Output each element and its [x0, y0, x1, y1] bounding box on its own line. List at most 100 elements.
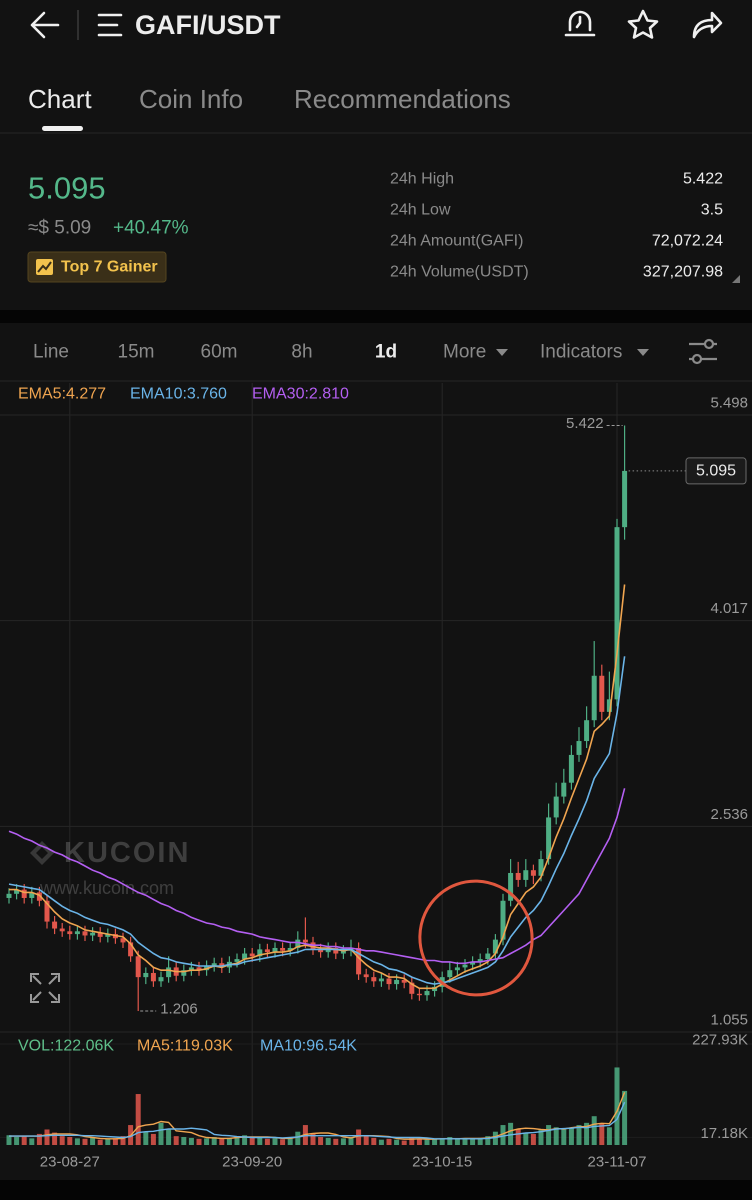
volume-bar	[568, 1128, 574, 1145]
volume-bar	[14, 1137, 20, 1145]
tab-active[interactable]: Chart	[28, 84, 92, 114]
stat-value: 3.5	[701, 202, 723, 219]
candle-body	[264, 949, 270, 953]
legend-entry: MA5:119.03K	[137, 1038, 233, 1055]
interval-bar: Line 15m 60m 8h 1d More Indicators	[33, 338, 717, 365]
section-gap	[0, 310, 752, 323]
stat-label: 24h Amount(GAFI)	[390, 233, 523, 250]
x-tick-label: 23-08-27	[40, 1154, 100, 1171]
legend-entry: EMA10:3.760	[130, 386, 227, 403]
volume-bar	[120, 1136, 126, 1145]
candle-body	[272, 947, 278, 953]
volume-bar	[181, 1137, 187, 1145]
ema-line	[8, 788, 626, 965]
candle-body	[74, 931, 80, 935]
candle-body	[97, 932, 103, 937]
candle-body	[409, 982, 415, 994]
tab[interactable]: Recommendations	[294, 84, 511, 114]
menu-button[interactable]	[97, 13, 123, 37]
candle-body	[318, 949, 324, 953]
candle-body	[553, 796, 559, 818]
more-menu[interactable]: More	[443, 342, 486, 363]
candle-body	[143, 972, 149, 978]
volume-bar	[52, 1132, 58, 1145]
stat-value: 72,072.24	[652, 233, 723, 250]
stat-label: 24h High	[390, 171, 454, 188]
fullscreen-button[interactable]	[30, 973, 60, 1003]
candle-body	[14, 889, 20, 894]
volume-bar	[272, 1138, 278, 1145]
candle-body	[530, 870, 536, 876]
volume-bar	[257, 1137, 263, 1145]
candle-body	[6, 893, 12, 898]
hand-drawn-circle	[418, 879, 534, 997]
price-change: +40.47%	[113, 218, 189, 239]
interval[interactable]: 8h	[291, 342, 312, 363]
volume-bar	[264, 1138, 270, 1145]
volume-bar	[515, 1129, 521, 1145]
candle-body	[591, 675, 597, 721]
interval[interactable]: 15m	[118, 342, 155, 363]
candle-body	[211, 963, 217, 967]
dropdown-caret	[637, 349, 649, 356]
candle-body	[188, 967, 194, 971]
indicators-menu[interactable]: Indicators	[540, 342, 622, 363]
candle-body	[401, 979, 407, 983]
candle-body	[561, 782, 567, 797]
x-tick-label: 23-10-15	[412, 1154, 472, 1171]
candle-body	[508, 872, 514, 901]
bottom-bar	[0, 1180, 752, 1200]
candle-body	[135, 956, 141, 978]
x-tick-label: 23-11-07	[588, 1154, 647, 1171]
volume-bar	[90, 1137, 96, 1145]
y-tick-label: 4.017	[710, 600, 748, 617]
candle-body	[158, 977, 164, 982]
volume-bar	[310, 1133, 316, 1145]
interval-active[interactable]: 1d	[375, 342, 397, 363]
stat-value: 327,207.98	[643, 264, 723, 281]
volume-bar	[591, 1116, 597, 1145]
ema-line	[8, 656, 626, 985]
favorite-button[interactable]	[627, 9, 659, 39]
tab-indicator	[42, 126, 83, 131]
last-price-box	[685, 457, 747, 485]
candle-body	[462, 964, 468, 968]
legend-entry: EMA5:4.277	[18, 386, 106, 403]
candle-body	[424, 991, 430, 996]
candle-body	[67, 931, 73, 935]
candle-body	[105, 934, 111, 937]
alert-button[interactable]	[564, 10, 596, 37]
candle-body	[234, 959, 240, 962]
interval[interactable]: Line	[33, 342, 69, 363]
legend-entry: VOL:122.06K	[18, 1038, 114, 1055]
volume-bar	[401, 1140, 407, 1145]
gainer-badge[interactable]: Top 7 Gainer	[27, 251, 167, 283]
volume-bar	[424, 1139, 430, 1145]
interval[interactable]: 60m	[201, 342, 238, 363]
candle-body	[21, 889, 27, 898]
volume-bar	[477, 1137, 483, 1145]
volume-bar	[394, 1139, 400, 1145]
volume-bar	[432, 1139, 438, 1145]
candle-body	[90, 932, 96, 936]
candle-body	[59, 928, 65, 932]
volume-bar	[416, 1138, 422, 1145]
volume-bar	[606, 1127, 612, 1145]
volume-bar	[561, 1129, 567, 1145]
chart-settings[interactable]	[689, 338, 717, 365]
back-button[interactable]	[30, 11, 60, 39]
tab[interactable]: Coin Info	[139, 84, 243, 114]
volume-bar	[6, 1135, 12, 1145]
y-tick-label: 1.055	[710, 1012, 748, 1029]
volume-bar	[211, 1137, 217, 1145]
volume-bar	[44, 1129, 50, 1145]
candle-body	[120, 938, 126, 943]
volume-bar	[36, 1133, 42, 1145]
candle-body	[82, 931, 88, 936]
share-button[interactable]	[692, 11, 723, 39]
stat-label: 24h Volume(USDT)	[390, 264, 529, 281]
candle-body	[242, 953, 248, 960]
candle-body	[470, 961, 476, 965]
volume-bar	[21, 1136, 27, 1145]
candle-body	[363, 974, 369, 978]
